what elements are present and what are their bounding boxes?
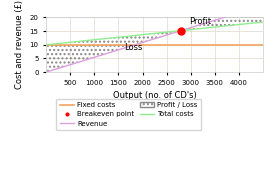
- Legend: Fixed costs, Breakeven point, Revenue, Profit / Loss, Total costs: Fixed costs, Breakeven point, Revenue, P…: [56, 98, 201, 130]
- Y-axis label: Cost and revenue (£): Cost and revenue (£): [15, 0, 24, 89]
- X-axis label: Output (no. of CD's): Output (no. of CD's): [113, 91, 197, 100]
- Text: Profit: Profit: [189, 17, 212, 26]
- Text: Loss: Loss: [124, 43, 142, 52]
